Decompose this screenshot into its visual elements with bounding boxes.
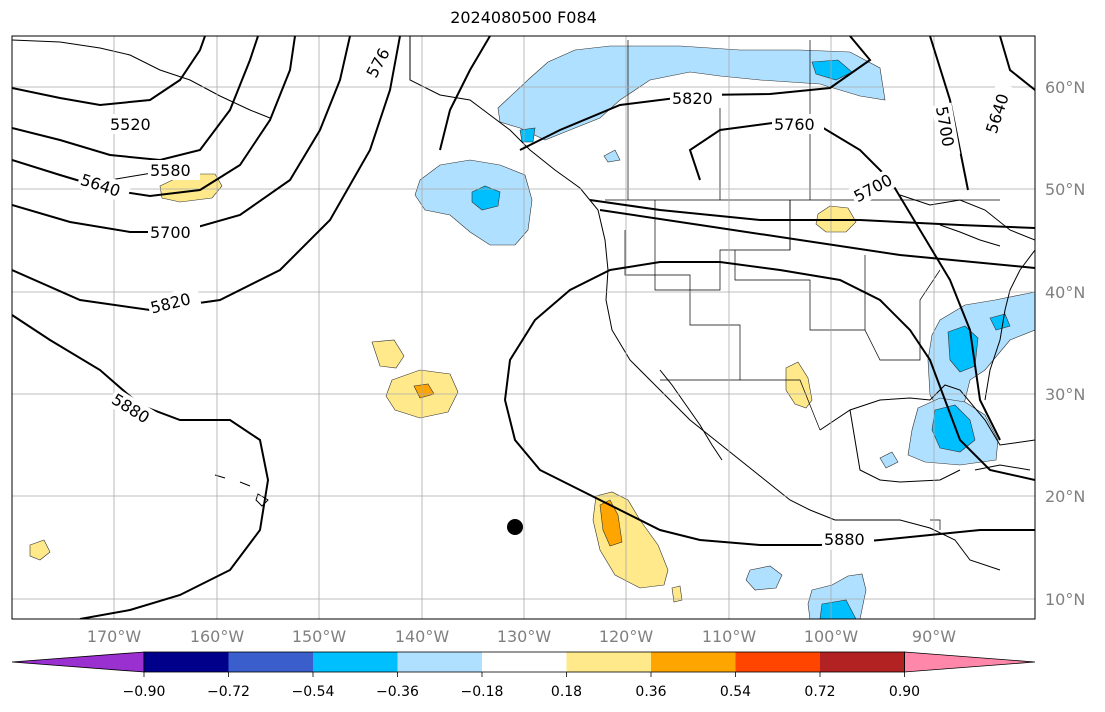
lon-label: 90°W xyxy=(912,627,956,646)
contour-576 xyxy=(439,36,491,151)
contour-5700-e xyxy=(589,199,1035,229)
colorbar-tick-label: −0.54 xyxy=(292,684,335,700)
shade-orange-baja xyxy=(599,499,623,547)
contour-5640 xyxy=(12,36,296,198)
shade-lightblue-gom2 xyxy=(879,451,899,469)
shade-blue-gom xyxy=(931,404,976,453)
colorbar-segment xyxy=(144,652,229,672)
colorbar-tick-label: −0.18 xyxy=(461,684,504,700)
lon-label: 110°W xyxy=(702,627,757,646)
colorbar-segment xyxy=(651,652,736,672)
contour-label: 5700 xyxy=(150,223,191,242)
coast-yucatan xyxy=(849,409,961,483)
coast-hudson xyxy=(899,194,1035,241)
shade-blue-north xyxy=(811,59,853,81)
colorbar-segment xyxy=(482,652,567,672)
coast-west-na xyxy=(409,36,1001,571)
coast-baja xyxy=(659,369,723,461)
colorbar-tick-label: 0.54 xyxy=(720,684,751,700)
contour-5820 xyxy=(12,36,401,312)
colorbar-tick-label: −0.36 xyxy=(376,684,419,700)
lat-label: 10°N xyxy=(1045,590,1085,609)
colorbar-segment xyxy=(228,652,313,672)
contour-label: 5880 xyxy=(824,530,865,549)
border-us-mexico xyxy=(660,379,821,431)
contour-5520 xyxy=(12,36,206,107)
colorbar-tick-label: −0.90 xyxy=(123,684,166,700)
border-states-e xyxy=(864,255,941,361)
coast-gulf xyxy=(819,384,1035,446)
lon-label: 170°W xyxy=(87,627,142,646)
coast-east xyxy=(984,249,1035,401)
map-frame xyxy=(11,35,1036,620)
coast-great-lakes xyxy=(939,224,1001,247)
lon-label: 100°W xyxy=(804,627,859,646)
contour-5580 xyxy=(12,36,259,162)
contour-5640-ne xyxy=(999,36,1035,91)
lat-label: 20°N xyxy=(1045,487,1085,506)
colorbar-segment xyxy=(397,652,482,672)
shade-blue-east2 xyxy=(989,313,1011,331)
border-canada-prov2 xyxy=(627,40,721,200)
storm-marker xyxy=(507,519,523,535)
coast-cuba xyxy=(974,464,1031,471)
lat-label: 40°N xyxy=(1045,283,1085,302)
contour-5880-w xyxy=(12,314,270,619)
shade-lightblue-south1 xyxy=(745,565,783,591)
lat-label: 30°N xyxy=(1045,385,1085,404)
lon-label: 160°W xyxy=(190,627,245,646)
contour-5880-e xyxy=(503,261,1035,546)
colorbar-tick-label: 0.72 xyxy=(804,684,835,700)
colorbar-segment xyxy=(735,652,820,672)
longitude-labels: 170°W 160°W 150°W 140°W 130°W 120°W 110°… xyxy=(87,627,956,646)
latitude-labels: 60°N 50°N 40°N 30°N 20°N 10°N xyxy=(1045,78,1085,609)
colorbar-extend-low xyxy=(11,651,145,673)
contour-label: 5820 xyxy=(672,89,713,108)
shade-yellow-texas xyxy=(785,361,813,409)
contour-5820-e2 xyxy=(599,209,1035,269)
colorbar-frame xyxy=(143,651,905,673)
shade-yellow-hawaii xyxy=(29,539,51,561)
lat-label: 60°N xyxy=(1045,78,1085,97)
colorbar-extend-high xyxy=(904,651,1036,673)
colorbar-segment xyxy=(313,652,398,672)
contour-label: 5580 xyxy=(150,161,191,180)
contour-label: 5520 xyxy=(110,115,151,134)
colorbar-segment xyxy=(566,652,651,672)
map-title: 2024080500 F084 xyxy=(450,8,597,27)
colorbar-tick-label: 0.90 xyxy=(889,684,920,700)
shade-lightblue-small xyxy=(603,149,621,163)
lon-label: 140°W xyxy=(395,627,450,646)
border-states-c xyxy=(734,250,865,331)
lon-label: 150°W xyxy=(292,627,347,646)
coast-aleutian-chain xyxy=(12,39,271,119)
contour-5760-e xyxy=(688,120,1001,441)
contour-5700 xyxy=(12,36,351,233)
colorbar-tick-label: 0.36 xyxy=(635,684,666,700)
colorbar-tick-label: 0.18 xyxy=(551,684,582,700)
border-central-am xyxy=(930,519,941,530)
colorbar: −0.90 −0.72 −0.54 −0.36 −0.18 0.18 0.36 … xyxy=(11,651,1036,700)
colorbar-segment xyxy=(820,652,905,672)
lon-label: 130°W xyxy=(497,627,552,646)
contour-5820-e xyxy=(519,36,872,151)
shade-blue-gulf xyxy=(519,127,536,143)
colorbar-tick-label: −0.72 xyxy=(207,684,250,700)
lat-label: 50°N xyxy=(1045,180,1085,199)
contour-label: 5760 xyxy=(774,115,815,134)
lon-label: 120°W xyxy=(599,627,654,646)
shade-blue-goa xyxy=(471,185,501,211)
shade-yellow-pac1 xyxy=(371,339,405,369)
shade-blue-south2 xyxy=(819,599,857,619)
shade-yellow-small xyxy=(671,585,683,603)
